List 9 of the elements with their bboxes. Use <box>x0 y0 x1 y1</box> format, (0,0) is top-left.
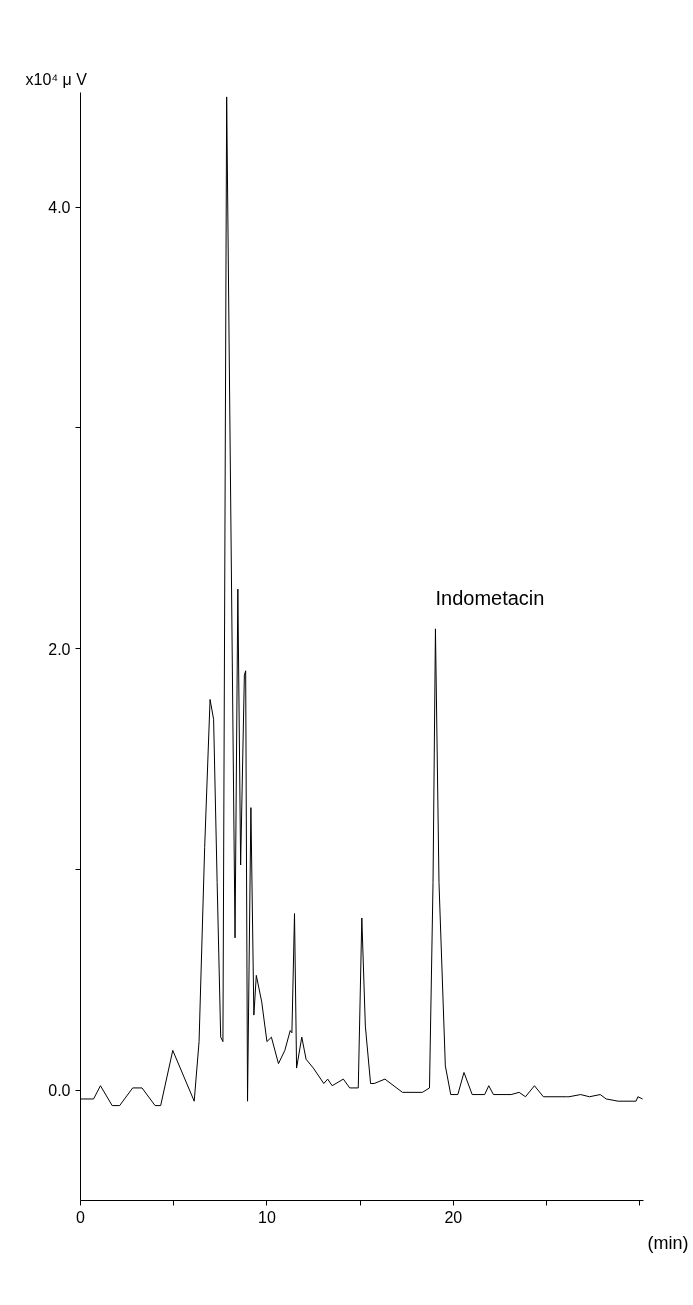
y-tick-label: 0.0 <box>48 1082 71 1100</box>
x-tick-label: 0 <box>76 1208 86 1226</box>
y-axis-title: x10⁴ μ V <box>25 70 88 88</box>
x-tick-label: 10 <box>258 1208 276 1226</box>
y-tick-label: 2.0 <box>48 640 71 658</box>
x-tick-label: 20 <box>444 1208 463 1226</box>
annotation: Indometacin <box>435 586 545 609</box>
y-tick-label: 4.0 <box>48 199 71 217</box>
x-axis-title: (min) <box>647 1232 689 1253</box>
